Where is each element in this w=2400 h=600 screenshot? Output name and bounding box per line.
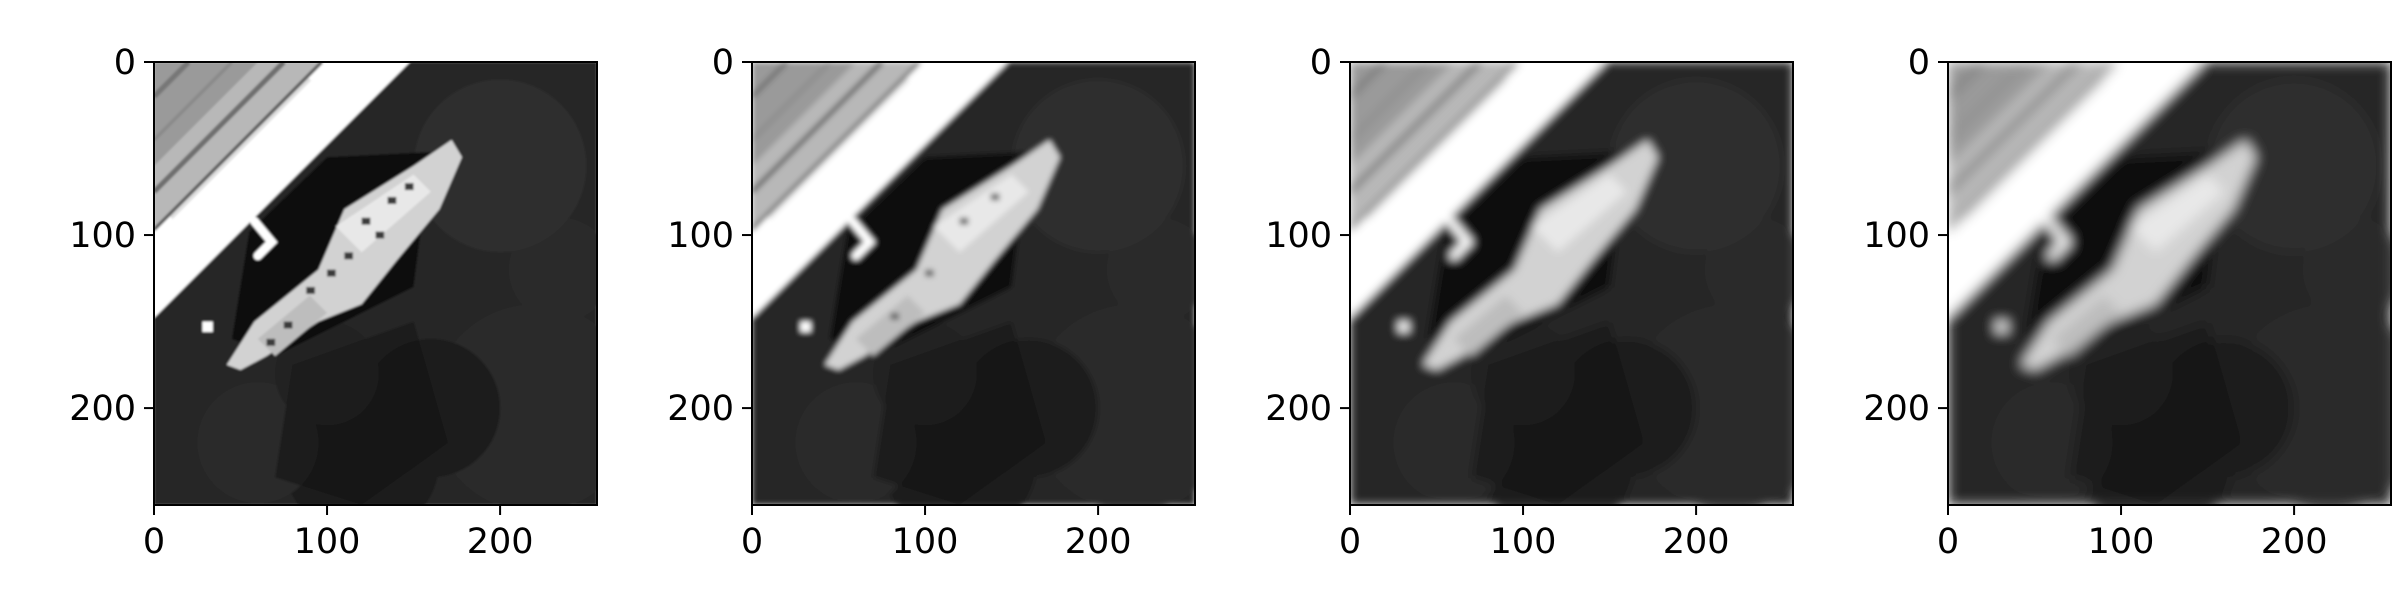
x-tick-label-100: 100	[294, 522, 361, 562]
y-tick-label-100: 100	[1863, 216, 1930, 256]
panel-image-1	[154, 62, 597, 505]
image-panel-2: 0 100 200 0 100 200	[667, 43, 1196, 562]
x-tick-label-200: 200	[467, 522, 534, 562]
y-tick-label-200: 200	[667, 389, 734, 429]
axes-frame-1	[153, 61, 598, 506]
axes-frame-2	[751, 61, 1196, 506]
image-panel-4: 0 100 200 0 100 200	[1863, 43, 2392, 562]
x-tick-label-100: 100	[1490, 522, 1557, 562]
y-tick-label-0: 0	[1908, 43, 1930, 83]
y-tick-label-200: 200	[69, 389, 136, 429]
panel-image-3	[1350, 62, 1793, 505]
y-tick-label-0: 0	[114, 43, 136, 83]
x-tick-label-200: 200	[1663, 522, 1730, 562]
axes-frame-4	[1947, 61, 2392, 506]
x-tick-label-200: 200	[1065, 522, 1132, 562]
x-tick-label-200: 200	[2261, 522, 2328, 562]
image-panel-1: 0 100 200 0 100 200	[69, 43, 598, 562]
y-tick-label-100: 100	[1265, 216, 1332, 256]
x-tick-label-0: 0	[741, 522, 763, 562]
x-tick-label-100: 100	[892, 522, 959, 562]
x-tick-label-0: 0	[143, 522, 165, 562]
y-tick-label-0: 0	[1310, 43, 1332, 83]
y-tick-label-200: 200	[1265, 389, 1332, 429]
panel-image-2	[752, 62, 1195, 505]
x-tick-label-0: 0	[1339, 522, 1361, 562]
panel-image-4	[1948, 62, 2391, 505]
y-tick-label-100: 100	[69, 216, 136, 256]
y-tick-label-0: 0	[712, 43, 734, 83]
x-tick-label-100: 100	[2088, 522, 2155, 562]
image-panel-3: 0 100 200 0 100 200	[1265, 43, 1794, 562]
y-tick-label-100: 100	[667, 216, 734, 256]
x-tick-label-0: 0	[1937, 522, 1959, 562]
axes-frame-3	[1349, 61, 1794, 506]
y-tick-label-200: 200	[1863, 389, 1930, 429]
